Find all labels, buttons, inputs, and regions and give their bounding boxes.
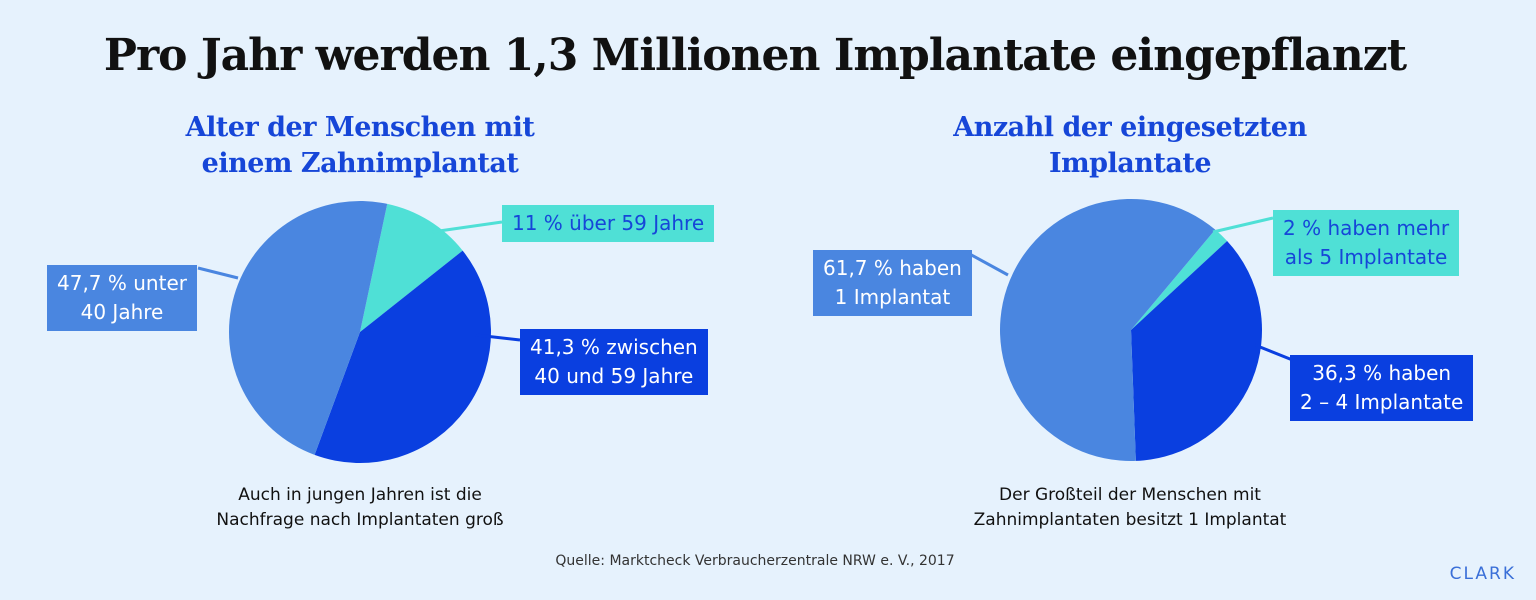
pie-2-slice-0 [1131, 229, 1228, 330]
label-40-to-59: 41,3 % zwischen 40 und 59 Jahre [520, 329, 708, 395]
brand-logo: CLARK [1449, 564, 1516, 584]
leader-1-implant [965, 250, 1009, 277]
pie-1-slice-0 [360, 203, 463, 332]
page-title: Pro Jahr werden 1,3 Millionen Implantate… [103, 30, 1407, 81]
label-2-to-4: 36,3 % haben 2 – 4 Implantate [1290, 355, 1474, 421]
chart-2-caption: Der Großteil der Menschen mit Zahnimplan… [973, 485, 1287, 530]
leader-over-59 [431, 220, 503, 234]
label-1-implant: 61,7 % haben 1 Implantat [813, 250, 972, 316]
label-over-59: 11 % über 59 Jahre [502, 205, 715, 242]
pie-1-slice-2 [229, 201, 388, 455]
pie-1-slice-1 [314, 250, 491, 463]
source-note: Quelle: Marktcheck Verbraucherzentrale N… [555, 553, 955, 569]
chart-2-title: Anzahl der eingesetzten Implantate [953, 112, 1307, 179]
pie-2-slice-2 [1000, 199, 1216, 462]
pie-chart-implant-count [1000, 199, 1262, 462]
chart-1-title: Alter der Menschen mit einem Zahnimplant… [185, 112, 535, 179]
label-under-40: 47,7 % unter 40 Jahre [47, 265, 197, 331]
pie-chart-age [229, 201, 491, 463]
leader-40-to-59 [475, 333, 521, 342]
leader-under-40 [197, 266, 239, 280]
label-more-than-5: 2 % haben mehr als 5 Implantate [1273, 210, 1460, 276]
leader-more-than-5 [1212, 216, 1274, 234]
pie-2-slice-1 [1131, 240, 1262, 461]
chart-1-caption: Auch in jungen Jahren ist die Nachfrage … [216, 485, 504, 530]
